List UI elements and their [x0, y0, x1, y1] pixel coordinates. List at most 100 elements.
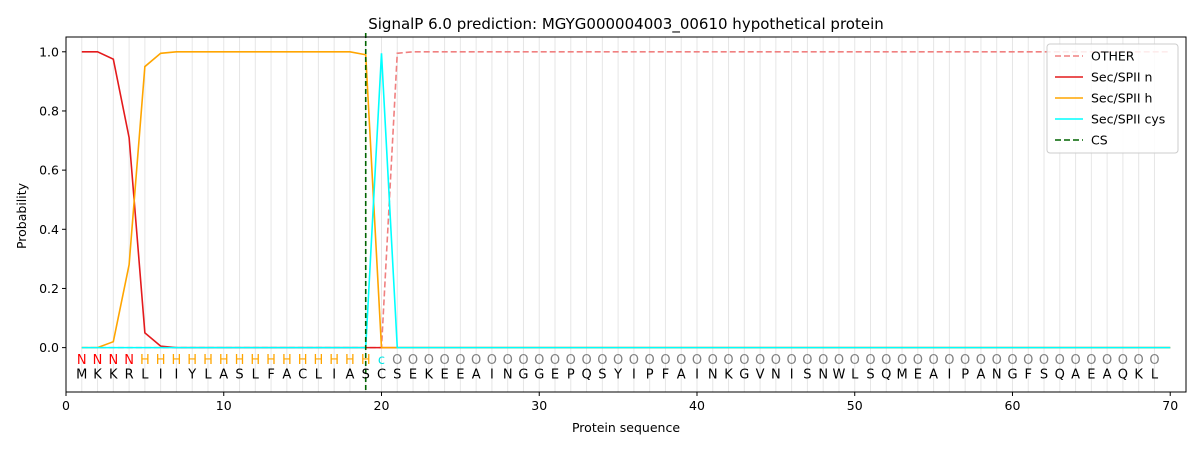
predicted-label: O: [660, 353, 670, 368]
predicted-label: H: [235, 353, 245, 368]
predicted-label: H: [345, 353, 355, 368]
sequence-residue: Q: [581, 368, 591, 383]
predicted-label: O: [424, 353, 434, 368]
sequence-residue: C: [377, 368, 386, 383]
sequence-residue: K: [724, 368, 733, 383]
sequence-letters: NMNKNKNRHLHIHIHYHLHAHSHLHFHAHCHLHIHAHScC…: [76, 353, 1159, 383]
sequence-residue: L: [1151, 368, 1159, 383]
y-tick-label: 1.0: [39, 44, 59, 59]
sequence-residue: S: [393, 368, 401, 383]
predicted-label: O: [408, 353, 418, 368]
predicted-label: O: [928, 353, 938, 368]
sequence-residue: V: [756, 368, 765, 383]
predicted-label: O: [818, 353, 828, 368]
sequence-residue: F: [267, 368, 274, 383]
predicted-label: O: [739, 353, 749, 368]
sequence-residue: A: [1071, 368, 1080, 383]
sequence-residue: S: [235, 368, 243, 383]
predicted-label: H: [250, 353, 260, 368]
predicted-label: O: [1134, 353, 1144, 368]
sequence-residue: E: [440, 368, 448, 383]
x-tick-label: 10: [216, 398, 232, 413]
predicted-label: N: [77, 353, 87, 368]
predicted-label: O: [1007, 353, 1017, 368]
predicted-label: O: [913, 353, 923, 368]
sequence-residue: I: [332, 368, 336, 383]
sequence-residue: S: [1040, 368, 1048, 383]
sequence-residue: I: [790, 368, 794, 383]
predicted-label: H: [203, 353, 213, 368]
predicted-label: H: [314, 353, 324, 368]
sequence-residue: K: [425, 368, 434, 383]
sequence-residue: P: [646, 368, 654, 383]
predicted-label: H: [329, 353, 339, 368]
sequence-residue: I: [175, 368, 179, 383]
sequence-residue: F: [662, 368, 669, 383]
plot-area: [81, 33, 1171, 392]
sequence-residue: L: [141, 368, 149, 383]
sequence-residue: I: [632, 368, 636, 383]
predicted-label: O: [960, 353, 970, 368]
predicted-label: O: [455, 353, 465, 368]
sequence-residue: L: [252, 368, 260, 383]
predicted-label: O: [802, 353, 812, 368]
x-tick-label: 50: [847, 398, 863, 413]
predicted-label: O: [487, 353, 497, 368]
predicted-label: O: [534, 353, 544, 368]
sequence-residue: N: [992, 368, 1002, 383]
predicted-label: O: [834, 353, 844, 368]
sequence-residue: N: [708, 368, 718, 383]
sequence-residue: S: [598, 368, 606, 383]
predicted-label: O: [471, 353, 481, 368]
predicted-label: H: [298, 353, 308, 368]
predicted-label: O: [597, 353, 607, 368]
predicted-label: O: [1102, 353, 1112, 368]
predicted-label: O: [613, 353, 623, 368]
predicted-label: O: [1023, 353, 1033, 368]
sequence-residue: E: [456, 368, 464, 383]
sequence-residue: N: [771, 368, 781, 383]
sequence-residue: M: [76, 368, 87, 383]
sequence-residue: L: [851, 368, 859, 383]
predicted-label: H: [361, 353, 371, 368]
legend-label: CS: [1091, 133, 1108, 148]
sequence-residue: W: [833, 368, 846, 383]
series-line-other: [81, 50, 1171, 349]
predicted-label: O: [550, 353, 560, 368]
predicted-label: O: [645, 353, 655, 368]
sequence-residue: Q: [881, 368, 891, 383]
x-axis-label: Protein sequence: [572, 420, 680, 435]
y-tick-label: 0.6: [39, 163, 59, 178]
y-axis-label: Probability: [14, 182, 29, 249]
x-tick-label: 30: [531, 398, 547, 413]
series-line-sec-spii-cys: [81, 53, 1171, 349]
series-line-sec-spii-h: [81, 50, 1171, 349]
predicted-label: O: [755, 353, 765, 368]
predicted-label: N: [108, 353, 118, 368]
predicted-label: O: [1055, 353, 1065, 368]
x-tick-label: 70: [1162, 398, 1178, 413]
sequence-residue: A: [1103, 368, 1112, 383]
sequence-residue: E: [551, 368, 559, 383]
predicted-label: O: [771, 353, 781, 368]
sequence-residue: P: [961, 368, 969, 383]
sequence-residue: E: [1087, 368, 1095, 383]
x-tick-label: 40: [689, 398, 705, 413]
sequence-residue: G: [534, 368, 544, 383]
sequence-residue: K: [93, 368, 102, 383]
vertical-gridlines: [81, 37, 1155, 392]
sequence-residue: N: [503, 368, 513, 383]
sequence-residue: I: [695, 368, 699, 383]
sequence-residue: A: [929, 368, 938, 383]
legend: OTHER Sec/SPII n Sec/SPII h Sec/SPII cys CS: [1046, 43, 1179, 154]
predicted-label: O: [676, 353, 686, 368]
predicted-label: O: [692, 353, 702, 368]
y-tick-label: 0.2: [39, 281, 59, 296]
predicted-label: O: [976, 353, 986, 368]
sequence-residue: K: [1134, 368, 1143, 383]
predicted-label: O: [944, 353, 954, 368]
legend-box: [1046, 43, 1179, 154]
predicted-label: O: [865, 353, 875, 368]
x-tick-label: 60: [1005, 398, 1021, 413]
series-line-sec-spii-n: [81, 50, 1171, 349]
